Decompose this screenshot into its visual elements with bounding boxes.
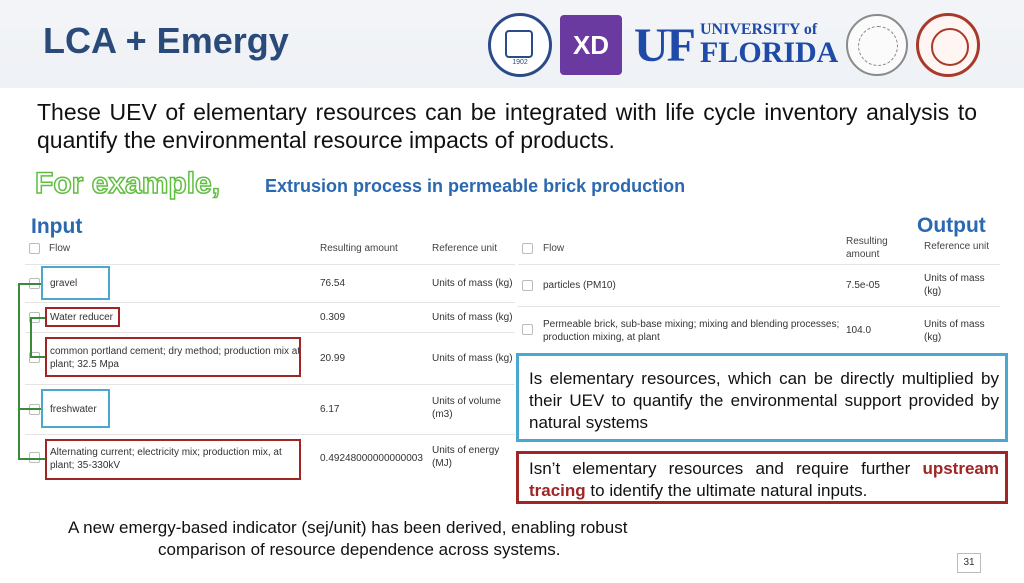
footnote-line1: A new emergy-based indicator (sej/unit) …: [68, 518, 628, 537]
table-header-row: Flow Resulting amount Reference unit: [25, 234, 515, 265]
resulting-amount: 0.309: [320, 312, 346, 323]
elementary-resource-highlight: [41, 266, 110, 300]
elementary-resource-callout: Is elementary resources, which can be di…: [516, 353, 1008, 442]
tree-connector: [18, 283, 41, 285]
flow-name: Water reducer: [50, 312, 113, 323]
output-table: Flow Resulting amount Reference unit par…: [518, 234, 1000, 354]
flow-name: Permeable brick, sub-base mixing; mixing…: [543, 319, 840, 343]
table-row[interactable]: Permeable brick, sub-base mixing; mixing…: [518, 306, 1000, 352]
column-header-flow: Flow: [49, 243, 71, 254]
footnote: A new emergy-based indicator (sej/unit) …: [68, 517, 728, 561]
flow-name: gravel: [50, 278, 78, 289]
example-label: For example,: [34, 166, 221, 201]
uf-wordmark-line2: FLORIDA: [699, 36, 839, 69]
row-checkbox[interactable]: [522, 280, 533, 291]
column-header-flow: Flow: [543, 243, 565, 254]
tree-connector: [18, 408, 41, 410]
flow-name: common portland cement; dry method; prod…: [50, 346, 301, 370]
elementary-resource-highlight: [41, 389, 110, 428]
tree-connector: [18, 458, 45, 460]
tree-connector: [30, 356, 45, 358]
reference-unit: Units of mass (kg): [432, 278, 513, 289]
resulting-amount: 7.5e-05: [846, 280, 880, 291]
uf-mark: UF: [634, 18, 696, 72]
table-row[interactable]: Alternating current; electricity mix; pr…: [25, 434, 515, 480]
bnu-year: 1902: [512, 59, 528, 66]
uf-wordmark-line1: UNIVERSITY of: [699, 21, 818, 38]
output-label: Output: [917, 214, 986, 237]
table-header-row: Flow Resulting amount Reference unit: [518, 234, 1000, 265]
table-row[interactable]: particles (PM10) 7.5e-05 Units of mass (…: [518, 264, 1000, 307]
tree-connector: [18, 283, 20, 459]
upstream-tracing-callout: Isn’t elementary resources and require f…: [516, 451, 1008, 504]
column-header-amount: Resulting amount: [846, 236, 888, 260]
bnu-logo: 1902: [488, 13, 552, 77]
row-checkbox[interactable]: [29, 452, 40, 463]
reference-unit: Units of mass (kg): [432, 353, 513, 364]
reference-unit: Units of energy (MJ): [432, 445, 500, 469]
uf-logo: UF UNIVERSITY of FLORIDA: [634, 18, 838, 73]
resulting-amount: 6.17: [320, 404, 340, 415]
reference-unit: Units of mass (kg): [924, 319, 985, 343]
example-description: Extrusion process in permeable brick pro…: [265, 176, 686, 196]
unipd-logo: [916, 13, 981, 77]
intro-text: These UEV of elementary resources can be…: [37, 99, 977, 153]
reference-unit: Units of volume (m3): [432, 396, 501, 420]
reference-unit: Units of mass (kg): [924, 273, 985, 297]
uf-wordmark: UNIVERSITY of FLORIDA: [700, 22, 838, 68]
slide-title: LCA + Emergy: [43, 20, 289, 61]
column-header-amount: Resulting amount: [320, 243, 398, 254]
seal-emblem: [858, 26, 899, 66]
input-table: Flow Resulting amount Reference unit gra…: [25, 234, 515, 480]
non-elementary-resource-highlight: [45, 337, 301, 377]
page-number: 31: [957, 553, 981, 573]
university-seal-logo: [846, 14, 909, 76]
input-label: Input: [31, 215, 83, 238]
callout-text-prefix: Isn’t elementary resources and require f…: [529, 459, 911, 478]
resulting-amount: 104.0: [846, 325, 872, 336]
column-header-unit: Reference unit: [924, 241, 990, 252]
bnu-seal-emblem: [505, 30, 533, 58]
flow-name: freshwater: [50, 404, 97, 415]
flow-name: Alternating current; electricity mix; pr…: [50, 447, 282, 471]
callout-emphasis: upstream tracing: [529, 459, 999, 500]
logo-strip: 1902 XD UF UNIVERSITY of FLORIDA: [488, 10, 981, 80]
footnote-line2: comparison of resource dependence across…: [158, 540, 561, 559]
tree-connector: [30, 317, 45, 319]
non-elementary-resource-highlight: [45, 307, 120, 327]
resulting-amount: 0.49248000000000003: [320, 453, 423, 464]
select-all-checkbox[interactable]: [522, 243, 533, 254]
row-checkbox[interactable]: [522, 324, 533, 335]
resulting-amount: 20.99: [320, 353, 346, 364]
flow-name: particles (PM10): [543, 280, 616, 291]
tree-connector: [30, 317, 32, 357]
resulting-amount: 76.54: [320, 278, 346, 289]
column-header-unit: Reference unit: [432, 243, 498, 254]
select-all-checkbox[interactable]: [29, 243, 40, 254]
unipd-seal-emblem: [931, 28, 970, 66]
xd-logo: XD: [560, 15, 622, 75]
reference-unit: Units of mass (kg): [432, 312, 513, 323]
callout-text-suffix: to identify the ultimate natural inputs.: [590, 481, 868, 500]
non-elementary-resource-highlight: [45, 439, 301, 480]
